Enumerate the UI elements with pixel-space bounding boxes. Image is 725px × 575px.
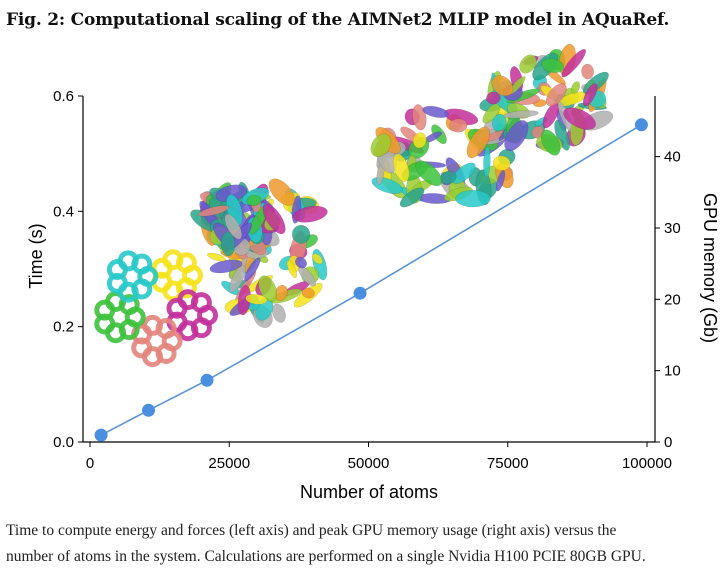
y-tick-label: 0.2 bbox=[53, 319, 74, 336]
y2-tick-label: 10 bbox=[664, 363, 681, 380]
y2-tick-label: 40 bbox=[664, 149, 681, 166]
x-tick-label: 100000 bbox=[622, 455, 672, 472]
y2-tick-label: 20 bbox=[664, 291, 681, 308]
y2-axis-label: GPU memory (Gb) bbox=[700, 193, 720, 343]
y-tick-label: 0.4 bbox=[53, 203, 74, 220]
molecule-small bbox=[94, 249, 218, 368]
data-point bbox=[94, 428, 108, 442]
caption-line-1: Time to compute energy and forces (left … bbox=[6, 522, 617, 539]
y-tick-label: 0.6 bbox=[53, 88, 74, 105]
data-point bbox=[353, 286, 367, 300]
chart: 0 25000 50000 75000 100000 0.0 0.2 0.4 0.6 0 10 20 3… bbox=[26, 43, 720, 502]
molecule-large-b bbox=[479, 43, 614, 156]
caption-line-2: number of atoms in the system. Calculati… bbox=[6, 548, 646, 565]
y2-tick-label: 0 bbox=[664, 434, 672, 451]
figure-title: Fig. 2: Computational scaling of the AIM… bbox=[6, 10, 670, 30]
y-tick-label: 0.0 bbox=[53, 434, 74, 451]
data-point bbox=[200, 373, 214, 387]
figure-caption: Time to compute energy and forces (left … bbox=[6, 518, 718, 570]
data-point bbox=[142, 403, 155, 417]
x-tick-label: 0 bbox=[86, 455, 94, 472]
x-tick-label: 75000 bbox=[487, 455, 529, 472]
y2-tick-label: 30 bbox=[664, 220, 681, 237]
molecule-medium-b bbox=[190, 181, 286, 257]
x-tick-label: 25000 bbox=[208, 455, 250, 472]
x-tick-label: 50000 bbox=[348, 455, 390, 472]
molecule-large-a bbox=[370, 104, 516, 208]
y-axis-label: Time (s) bbox=[26, 223, 46, 288]
molecule-illustrations bbox=[94, 43, 614, 368]
x-axis-label: Number of atoms bbox=[300, 482, 438, 502]
data-point bbox=[634, 118, 648, 132]
